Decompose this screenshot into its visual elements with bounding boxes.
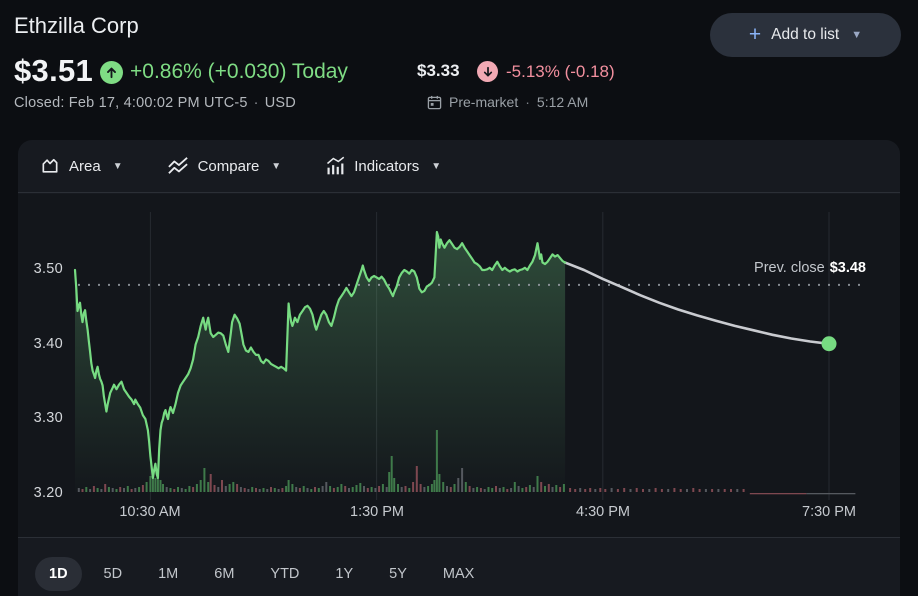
- area-chart-icon: [42, 158, 58, 173]
- company-name: Ethzilla Corp: [14, 13, 139, 38]
- down-arrow-badge: [477, 61, 498, 82]
- indicators-dropdown[interactable]: Indicators ▼: [325, 156, 441, 176]
- closed-text: Closed: Feb 17, 4:00:02 PM UTC-5: [14, 95, 248, 111]
- dot-separator: ·: [525, 94, 530, 110]
- tab-1d[interactable]: 1D: [35, 557, 82, 591]
- chevron-down-icon: ▼: [851, 29, 863, 41]
- price-change-today: +0.86% (+0.030) Today: [130, 60, 348, 83]
- tab-ytd[interactable]: YTD: [256, 557, 313, 591]
- pre-market-row: Pre-market · 5:12 AM: [427, 94, 588, 110]
- compare-dropdown[interactable]: Compare ▼: [167, 156, 282, 176]
- y-axis-tick: 3.20: [33, 485, 63, 501]
- current-price: $3.51: [14, 53, 94, 88]
- y-axis-tick: 3.50: [33, 261, 63, 277]
- chart-plot-area[interactable]: [18, 194, 900, 537]
- arrow-up-icon: [107, 67, 116, 79]
- chart-type-dropdown[interactable]: Area ▼: [40, 156, 123, 176]
- indicators-label: Indicators: [354, 157, 420, 175]
- after-hours-price: $3.33: [417, 61, 460, 80]
- dot-separator: ·: [253, 95, 259, 111]
- x-axis-tick: 4:30 PM: [576, 504, 630, 520]
- add-to-list-button[interactable]: + Add to list ▼: [710, 13, 901, 57]
- calendar-clock-icon: [427, 95, 442, 109]
- prev-close-value: $3.48: [829, 260, 866, 276]
- chart-card: Area ▼ Compare ▼ Indicators ▼ 1D: [18, 140, 900, 596]
- prev-close-label: Prev. close $3.48: [754, 260, 866, 276]
- indicators-icon: [327, 156, 345, 175]
- compare-label: Compare: [197, 157, 260, 175]
- up-arrow-badge: [100, 61, 123, 84]
- pre-market-time: 5:12 AM: [536, 94, 589, 110]
- plus-icon: +: [748, 22, 762, 46]
- tab-max[interactable]: MAX: [429, 557, 488, 591]
- add-to-list-label: Add to list: [771, 26, 840, 43]
- arrow-down-icon: [483, 66, 492, 77]
- tab-1m[interactable]: 1M: [144, 557, 192, 591]
- pre-market-label: Pre-market: [449, 94, 519, 110]
- chevron-down-icon: ▼: [431, 160, 442, 172]
- chevron-down-icon: ▼: [271, 160, 282, 172]
- after-hours-change: -5.13% (-0.18): [506, 62, 615, 81]
- tab-5d[interactable]: 5D: [90, 557, 137, 591]
- chart-type-label: Area: [69, 157, 101, 175]
- x-axis-tick: 1:30 PM: [350, 504, 404, 520]
- chart-toolbar: Area ▼ Compare ▼ Indicators ▼: [18, 140, 900, 193]
- tab-6m[interactable]: 6M: [200, 557, 248, 591]
- market-status-row: Closed: Feb 17, 4:00:02 PM UTC-5 · USD: [14, 95, 296, 111]
- tab-1y[interactable]: 1Y: [321, 557, 367, 591]
- y-axis-tick: 3.30: [33, 410, 63, 426]
- tab-5y[interactable]: 5Y: [375, 557, 421, 591]
- x-axis-tick: 7:30 PM: [802, 504, 856, 520]
- chevron-down-icon: ▼: [112, 160, 123, 172]
- x-axis-tick: 10:30 AM: [119, 504, 181, 520]
- currency-label: USD: [264, 95, 296, 111]
- y-axis-tick: 3.40: [33, 336, 63, 352]
- time-range-tabs: 1D 5D 1M 6M YTD 1Y 5Y MAX: [18, 537, 900, 596]
- prev-close-text: Prev. close: [754, 260, 825, 276]
- compare-icon: [167, 157, 188, 174]
